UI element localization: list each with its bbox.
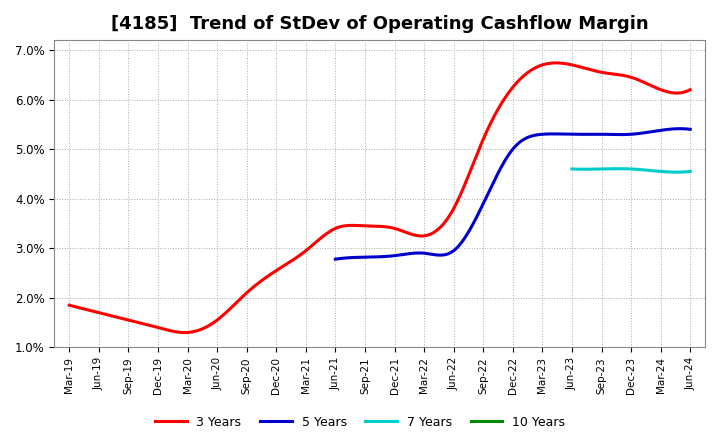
3 Years — [435, 226, 444, 231]
7 Years — [614, 166, 623, 171]
5 Years — [541, 132, 550, 137]
5 Years — [686, 127, 695, 132]
7 Years — [672, 169, 681, 175]
3 Years — [551, 60, 559, 66]
Line: 3 Years: 3 Years — [69, 63, 690, 333]
3 Years — [181, 330, 190, 335]
7 Years — [686, 169, 695, 174]
5 Years — [542, 132, 551, 137]
5 Years — [331, 257, 340, 262]
Line: 7 Years: 7 Years — [572, 169, 690, 172]
3 Years — [447, 210, 456, 215]
7 Years — [568, 166, 577, 172]
3 Years — [67, 303, 76, 308]
7 Years — [638, 167, 647, 172]
7 Years — [639, 167, 647, 172]
7 Years — [640, 167, 649, 172]
Line: 5 Years: 5 Years — [336, 128, 690, 259]
Title: [4185]  Trend of StDev of Operating Cashflow Margin: [4185] Trend of StDev of Operating Cashf… — [111, 15, 649, 33]
3 Years — [593, 69, 601, 74]
3 Years — [437, 224, 446, 229]
5 Years — [332, 257, 341, 262]
5 Years — [630, 132, 639, 137]
3 Years — [632, 77, 641, 82]
5 Years — [652, 128, 661, 133]
7 Years — [667, 169, 676, 175]
3 Years — [686, 87, 695, 92]
5 Years — [548, 131, 557, 136]
5 Years — [675, 126, 684, 131]
7 Years — [567, 166, 576, 172]
7 Years — [675, 169, 684, 175]
3 Years — [65, 303, 73, 308]
Legend: 3 Years, 5 Years, 7 Years, 10 Years: 3 Years, 5 Years, 7 Years, 10 Years — [150, 411, 570, 434]
